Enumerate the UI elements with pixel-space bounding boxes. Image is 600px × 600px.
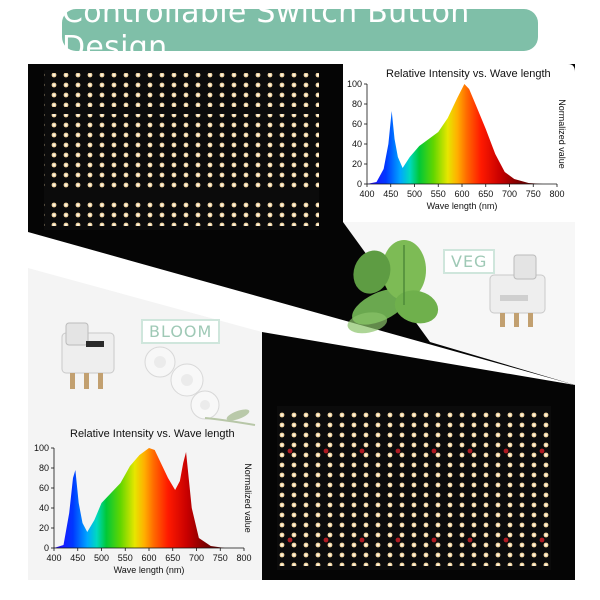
basil-leaves-image bbox=[347, 240, 439, 334]
bloom-switch-image bbox=[61, 322, 115, 389]
x-axis-label: Wave length (nm) bbox=[114, 565, 185, 575]
red-led-rows bbox=[287, 448, 545, 543]
spectrum-area bbox=[54, 448, 244, 548]
top-led-array bbox=[44, 73, 319, 107]
x-tick-label: 550 bbox=[118, 553, 133, 563]
x-tick-label: 700 bbox=[502, 189, 517, 199]
bloom-label: BLOOM bbox=[141, 319, 221, 344]
y-tick-label: 20 bbox=[352, 159, 362, 169]
y-tick-label: 40 bbox=[39, 503, 49, 513]
x-tick-label: 750 bbox=[213, 553, 228, 563]
x-tick-label: 800 bbox=[236, 553, 251, 563]
x-tick-label: 400 bbox=[46, 553, 61, 563]
x-tick-label: 750 bbox=[526, 189, 541, 199]
bloom-chart-title: Relative Intensity vs. Wave length bbox=[70, 428, 235, 440]
veg-switch-image bbox=[489, 254, 546, 327]
veg-spectrum-chart: 0 20 40 60 80 100 400 450 500 550 600 650 700 750 800 W… bbox=[347, 80, 567, 211]
y-tick-label: 100 bbox=[347, 80, 362, 89]
veg-label: VEG bbox=[443, 249, 496, 274]
y-tick-label: 80 bbox=[352, 99, 362, 109]
y-tick-label: 60 bbox=[39, 483, 49, 493]
page-title-text: Controllable Switch Button Design bbox=[62, 0, 470, 65]
x-tick-label: 400 bbox=[359, 189, 374, 199]
bottom-led-array bbox=[277, 410, 551, 566]
veg-label-text: VEG bbox=[451, 252, 488, 271]
y-tick-label: 0 bbox=[357, 179, 362, 189]
white-flowers-image bbox=[144, 346, 256, 426]
y-tick-label: 60 bbox=[352, 119, 362, 129]
page-title: Controllable Switch Button Design bbox=[62, 0, 538, 65]
x-tick-label: 500 bbox=[407, 189, 422, 199]
x-tick-label: 450 bbox=[70, 553, 85, 563]
x-tick-label: 550 bbox=[431, 189, 446, 199]
x-tick-label: 600 bbox=[454, 189, 469, 199]
x-axis-label: Wave length (nm) bbox=[427, 201, 498, 211]
bloom-label-text: BLOOM bbox=[149, 322, 213, 341]
x-tick-label: 800 bbox=[549, 189, 564, 199]
y-tick-label: 100 bbox=[34, 443, 49, 453]
spectrum-area bbox=[367, 84, 557, 184]
y-axis-label: Normalized value bbox=[557, 99, 567, 169]
y-tick-label: 20 bbox=[39, 523, 49, 533]
y-axis-label: Normalized value bbox=[243, 463, 253, 533]
y-tick-label: 40 bbox=[352, 139, 362, 149]
y-tick-label: 0 bbox=[44, 543, 49, 553]
x-tick-label: 650 bbox=[478, 189, 493, 199]
x-tick-label: 500 bbox=[94, 553, 109, 563]
bloom-spectrum-chart: 0 20 40 60 80 100 400 450 500 550 600 650 700 750 800 W… bbox=[34, 443, 253, 575]
x-tick-label: 600 bbox=[141, 553, 156, 563]
x-tick-label: 700 bbox=[189, 553, 204, 563]
y-tick-label: 80 bbox=[39, 463, 49, 473]
x-tick-label: 450 bbox=[383, 189, 398, 199]
x-tick-label: 650 bbox=[165, 553, 180, 563]
veg-chart-title: Relative Intensity vs. Wave length bbox=[386, 68, 551, 80]
